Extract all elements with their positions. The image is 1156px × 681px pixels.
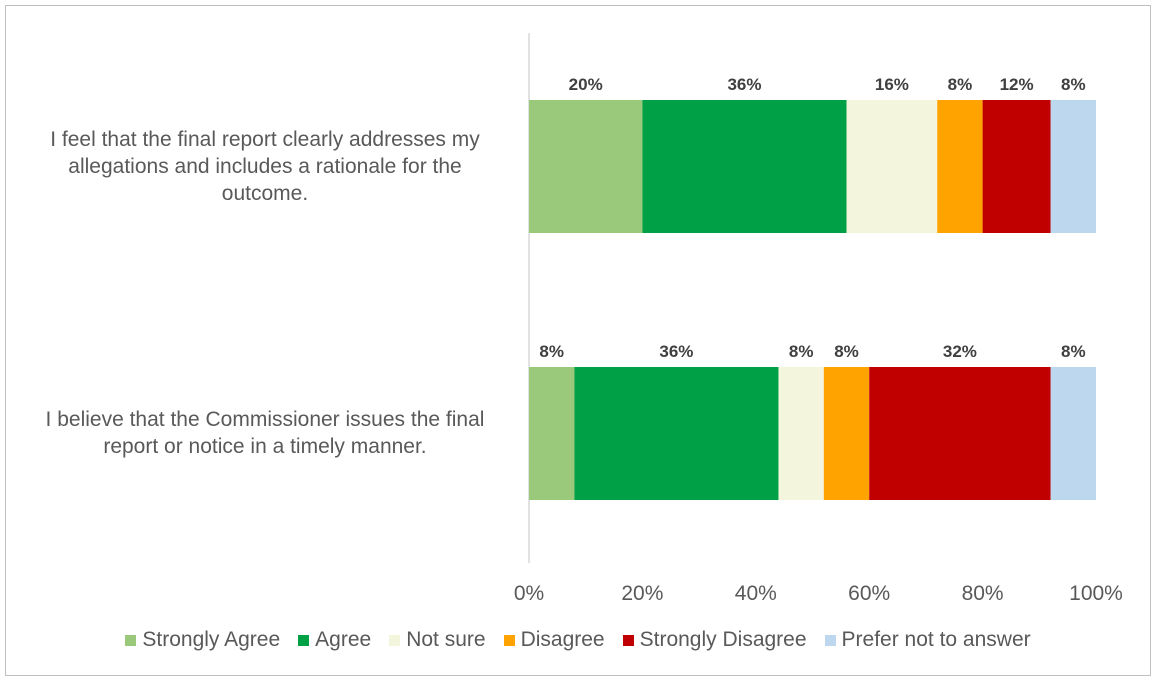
data-label: 20% — [568, 75, 603, 94]
legend-item: Not sure — [389, 628, 486, 652]
bar-segment-disagree-2 — [823, 367, 870, 500]
x-tick-label: 100% — [1069, 582, 1123, 605]
x-tick-label: 20% — [621, 582, 664, 605]
bar-segment-disagree-1 — [937, 100, 983, 233]
data-label: 8% — [947, 75, 973, 94]
category-label-line: outcome. — [221, 181, 309, 205]
legend-label: Strongly Agree — [142, 628, 281, 651]
legend-label: Agree — [315, 628, 372, 651]
category-label-line: I feel that the final report clearly add… — [50, 127, 480, 151]
data-label: 8% — [834, 342, 859, 361]
legend-label: Not sure — [406, 628, 486, 651]
category-label-line: I believe that the Commissioner issues t… — [45, 408, 485, 431]
legend-item: Strongly Agree — [125, 628, 280, 652]
data-label: 16% — [874, 75, 909, 94]
data-label: 32% — [942, 342, 977, 361]
legend-swatch — [824, 634, 836, 646]
category-label-line: report or notice in a timely manner. — [103, 435, 427, 458]
legend-swatch — [389, 634, 401, 646]
category-label: I believe that the Commissioner issues t… — [15, 406, 515, 460]
legend-item: Agree — [298, 628, 371, 652]
chart-legend: Strongly Agree Agree Not sure Disagree Stron… — [0, 628, 1156, 652]
category-label: I feel that the final report clearly add… — [15, 126, 515, 207]
legend-swatch — [622, 634, 634, 646]
data-label: 8% — [539, 342, 564, 361]
data-label: 8% — [1061, 342, 1086, 361]
bar-segment-strongly-disagree-1 — [982, 100, 1051, 233]
bar-segment-strongly-agree-1 — [529, 100, 643, 233]
legend-swatch — [503, 634, 515, 646]
data-label: 36% — [727, 75, 762, 94]
legend-item: Prefer not to answer — [824, 628, 1031, 652]
legend-item: Strongly Disagree — [622, 628, 807, 652]
data-label: 12% — [999, 75, 1034, 94]
legend-swatch — [298, 634, 310, 646]
bar-segment-agree-1 — [642, 100, 847, 233]
bar-segment-prefer-not-to-answer-2 — [1050, 367, 1096, 500]
bar-segment-strongly-agree-2 — [529, 367, 575, 500]
bar-segment-agree-2 — [574, 367, 779, 500]
x-tick-label: 0% — [513, 582, 545, 605]
data-label: 8% — [1061, 75, 1086, 94]
x-tick-label: 80% — [961, 582, 1004, 605]
legend-swatch — [125, 634, 137, 646]
x-tick-label: 40% — [734, 582, 777, 605]
bar-segment-prefer-not-to-answer-1 — [1050, 100, 1096, 233]
legend-label: Strongly Disagree — [639, 628, 807, 651]
x-tick-label: 60% — [848, 582, 891, 605]
data-label: 8% — [788, 342, 814, 361]
bar-segment-not-sure-2 — [778, 367, 824, 500]
legend-label: Prefer not to answer — [841, 628, 1031, 651]
legend-item: Disagree — [503, 628, 605, 652]
legend-label: Disagree — [520, 628, 605, 651]
data-label: 36% — [659, 342, 694, 361]
category-label-line: allegations and includes a rationale for… — [68, 154, 462, 178]
bar-segment-not-sure-1 — [846, 100, 938, 233]
bar-segment-strongly-disagree-2 — [869, 367, 1051, 500]
